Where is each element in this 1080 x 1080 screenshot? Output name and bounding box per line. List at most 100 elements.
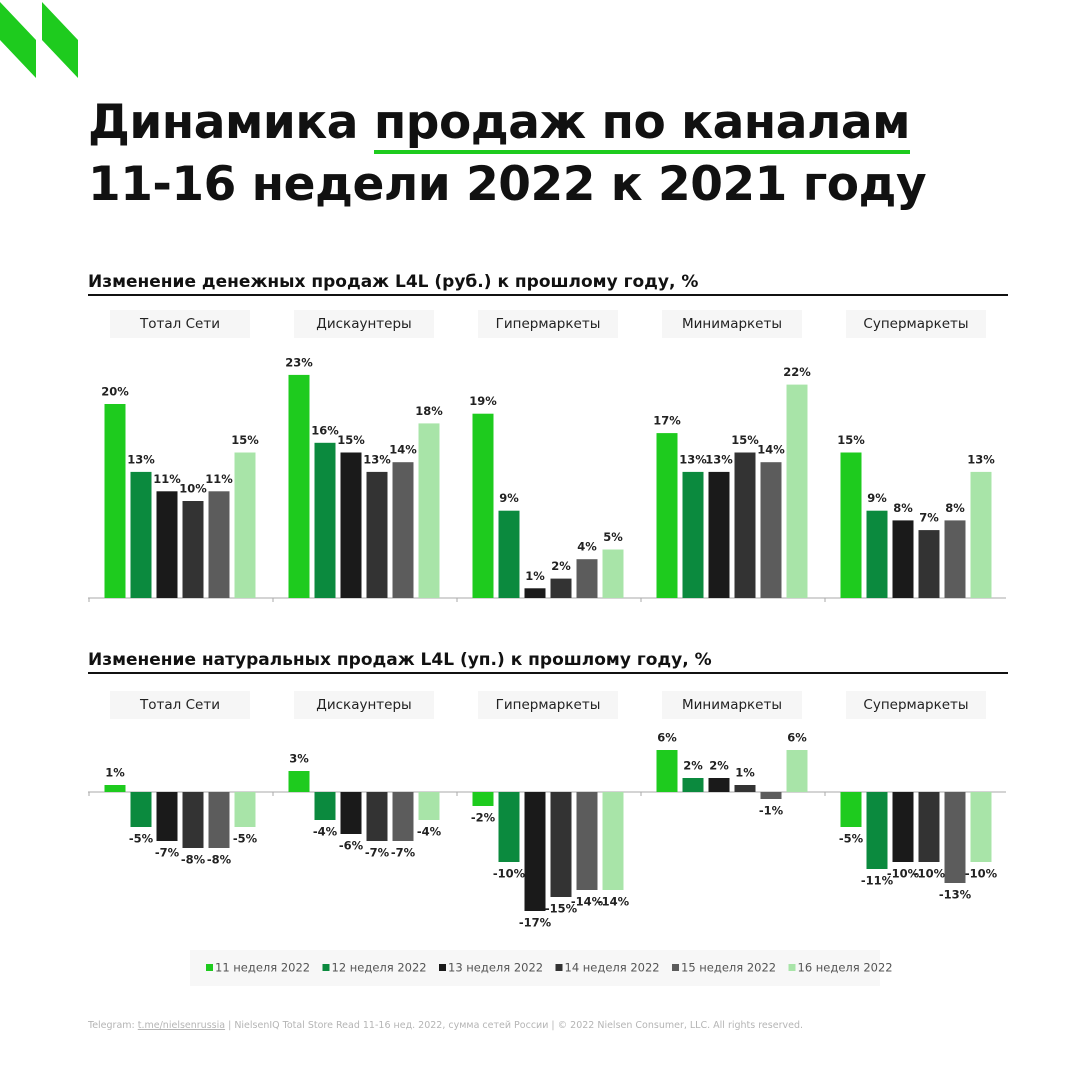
value-label: 13%: [363, 452, 391, 466]
footer: Telegram: t.me/nielsenrussia | NielsenIQ…: [88, 1020, 803, 1031]
value-label: 11%: [153, 472, 181, 486]
legend-swatch: [439, 964, 446, 971]
value-label: -10%: [493, 867, 526, 881]
bar: [576, 559, 598, 598]
value-label: 9%: [867, 491, 887, 505]
bar: [314, 792, 336, 820]
bar: [104, 404, 126, 598]
legend-label: 12 неделя 2022: [332, 961, 427, 975]
legend-swatch: [788, 964, 796, 971]
legend-label: 15 неделя 2022: [681, 961, 776, 975]
value-label: 22%: [783, 365, 811, 379]
footer-prefix: Telegram:: [88, 1020, 135, 1031]
bar: [472, 792, 494, 806]
value-label: -7%: [155, 846, 180, 860]
category-label: Супермаркеты: [863, 697, 968, 713]
category-label: Тотал Сети: [139, 316, 220, 332]
value-label: -17%: [519, 916, 552, 930]
value-label: -14%: [597, 895, 630, 909]
bar: [602, 549, 624, 598]
bar: [786, 384, 808, 598]
bar: [944, 520, 966, 598]
category-label: Минимаркеты: [682, 316, 782, 332]
value-label: 10%: [179, 482, 207, 496]
bar: [682, 778, 704, 792]
legend-label: 11 неделя 2022: [215, 961, 310, 975]
value-label: 3%: [289, 752, 309, 766]
bar: [366, 471, 388, 598]
category-box: [478, 310, 618, 338]
value-label: 23%: [285, 355, 313, 369]
value-label: 2%: [683, 759, 703, 773]
value-label: 13%: [967, 452, 995, 466]
bar: [550, 792, 572, 897]
category-label: Тотал Сети: [139, 697, 220, 713]
legend-label: 13 неделя 2022: [448, 961, 543, 975]
value-label: -5%: [839, 832, 864, 846]
bar: [708, 778, 730, 792]
value-label: 11%: [205, 472, 233, 486]
bar: [734, 452, 756, 598]
value-label: -15%: [545, 902, 578, 916]
value-label: -13%: [939, 888, 972, 902]
value-label: 13%: [127, 452, 155, 466]
bar: [366, 792, 388, 841]
bar: [760, 462, 782, 598]
value-label: 4%: [577, 540, 597, 554]
value-label: -10%: [965, 867, 998, 881]
category-box: [294, 310, 434, 338]
category-box: [662, 310, 802, 338]
category-box: [662, 691, 802, 719]
value-label: 2%: [551, 559, 571, 573]
value-label: 1%: [105, 766, 125, 780]
value-label: 14%: [389, 443, 417, 457]
bar: [760, 792, 782, 799]
value-label: 2%: [709, 759, 729, 773]
legend-swatch: [322, 964, 330, 971]
bar: [234, 452, 256, 598]
value-label: 20%: [101, 385, 129, 399]
bar: [866, 510, 888, 598]
category-box: [294, 691, 434, 719]
value-label: -2%: [471, 811, 496, 825]
bar: [392, 462, 414, 598]
bar: [918, 792, 940, 862]
bar: [340, 452, 362, 598]
bar: [734, 785, 756, 792]
bar: [524, 792, 546, 911]
value-label: -5%: [233, 832, 258, 846]
value-label: 19%: [469, 394, 497, 408]
footer-link[interactable]: t.me/nielsenrussia: [137, 1020, 226, 1031]
bar: [418, 423, 440, 598]
category-box: [846, 691, 986, 719]
bar: [156, 792, 178, 841]
value-label: 6%: [657, 731, 677, 745]
value-label: -5%: [129, 832, 154, 846]
title-highlight: продаж по каналам: [373, 95, 911, 154]
footer-source: | NielsenIQ Total Store Read 11-16 нед. …: [228, 1020, 803, 1031]
legend-swatch: [206, 964, 213, 971]
bar: [892, 520, 914, 598]
bar: [918, 530, 940, 598]
value-label: -14%: [571, 895, 604, 909]
bar: [498, 510, 520, 598]
category-box: [846, 310, 986, 338]
value-label: 16%: [311, 423, 339, 437]
category-box: [478, 691, 618, 719]
bar: [840, 792, 862, 827]
bar: [498, 792, 520, 862]
bar: [208, 491, 230, 598]
bar: [288, 771, 310, 792]
bar: [418, 792, 440, 820]
value-label: 15%: [731, 433, 759, 447]
legend-swatch: [672, 964, 679, 971]
value-label: 15%: [337, 433, 365, 447]
value-label: -4%: [313, 825, 338, 839]
title: Динамика продаж по каналам 11-16 недели …: [88, 92, 927, 216]
category-label: Минимаркеты: [682, 697, 782, 713]
title-lead: Динамика: [88, 95, 358, 150]
category-box: [110, 310, 250, 338]
value-label: 6%: [787, 731, 807, 745]
bar: [602, 792, 624, 890]
